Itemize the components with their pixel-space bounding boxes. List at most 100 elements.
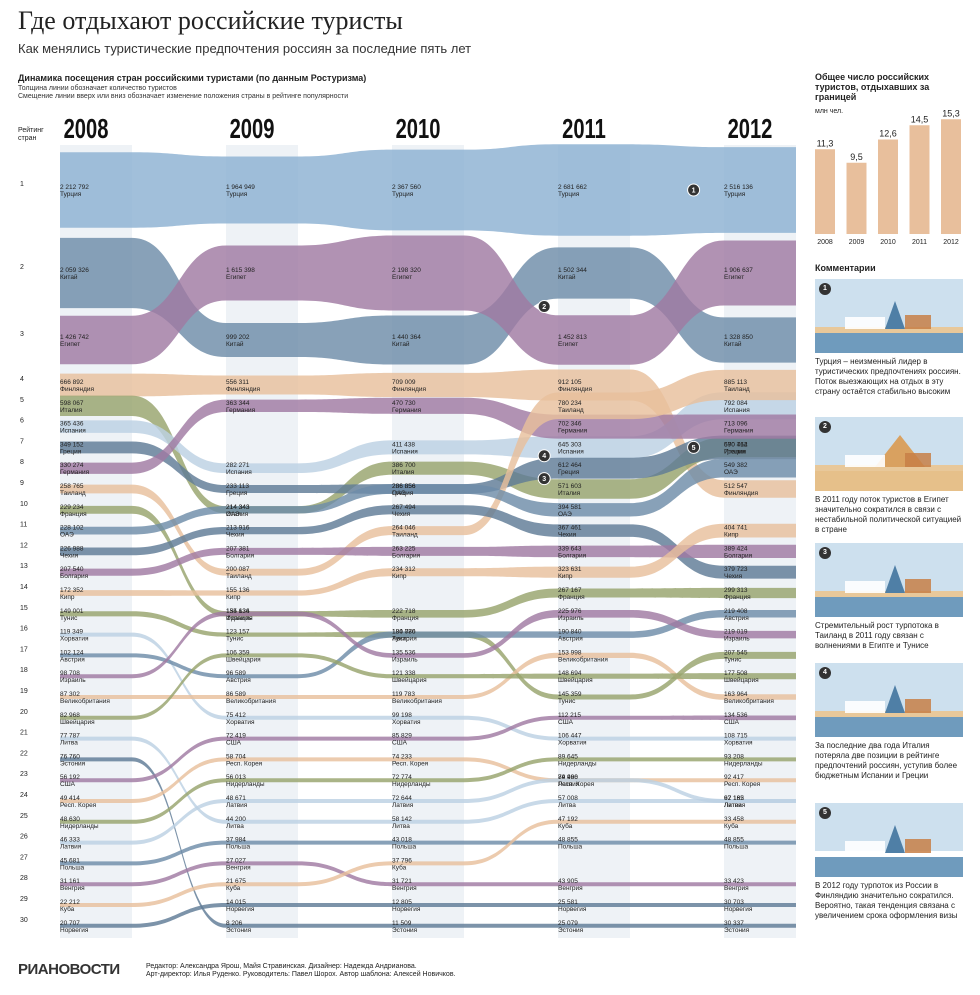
country-label: Италия [60, 407, 83, 414]
country-label: Латвия [724, 802, 746, 809]
country-label: Египет [724, 274, 744, 281]
country-label: Италия [558, 490, 581, 497]
value-label: 226 988 [60, 545, 84, 552]
series-flow-11 [60, 458, 796, 535]
shift-note: Смещение линии вверх или вниз обозначает… [18, 93, 349, 100]
flow-band [60, 144, 796, 236]
value-label: 33 458 [724, 816, 744, 823]
year-heading: 2010 [396, 114, 441, 145]
value-label: 85 829 [392, 733, 412, 740]
country-label: Китай [558, 273, 576, 281]
value-label: 470 730 [392, 400, 416, 407]
value-label: 33 423 [724, 878, 744, 885]
country-label: Норвегия [60, 927, 89, 934]
country-label: Тунис [392, 636, 410, 643]
country-label: Швейцария [226, 655, 261, 663]
page-title: Где отдыхают российские туристы [18, 6, 403, 35]
total-bar [909, 125, 930, 234]
totals-title: Общее число российских туристов, отдыхав… [815, 72, 930, 102]
value-label: 56 013 [226, 774, 246, 781]
country-label: Китай [724, 340, 742, 348]
country-label: Кипр [60, 594, 75, 601]
country-label: Эстония [558, 927, 584, 934]
thickness-note: Толщина линии обозначает количество тури… [18, 85, 177, 92]
country-label: Египет [558, 341, 578, 348]
country-label: Куба [60, 905, 75, 913]
value-label: 1 452 813 [558, 334, 587, 341]
country-label: Израиль [392, 656, 418, 663]
value-label: 177 508 [724, 670, 748, 677]
country-label: Турция [226, 191, 248, 198]
value-label: 87 302 [60, 691, 80, 698]
country-label: Австрия [558, 636, 583, 643]
value-label: 8 206 [226, 920, 243, 927]
footer-credits: Редактор: Александра Ярош, Майя Стравинс… [146, 963, 455, 979]
country-label: Норвегия [226, 906, 255, 913]
country-label: Болгария [724, 552, 753, 559]
country-label: Литва [724, 802, 742, 809]
value-label: 72 774 [392, 774, 412, 781]
value-label: 108 715 [724, 733, 748, 740]
country-label: Польша [724, 844, 749, 851]
country-label: Таиланд [724, 386, 750, 393]
flow-band [60, 395, 796, 514]
value-label: 48 630 [60, 816, 80, 823]
country-label: Турция [724, 191, 746, 198]
country-label: Тунис [724, 656, 742, 663]
country-label: Испания [392, 448, 418, 455]
comment-text-2: В 2011 году поток туристов в Египет знач… [815, 495, 962, 534]
year-heading: 2012 [728, 114, 773, 145]
illustration-icon [815, 301, 963, 353]
country-label: Греция [392, 490, 414, 497]
flow-band [60, 652, 796, 700]
series-flow-16 [60, 632, 796, 741]
country-label: ОАЭ [60, 532, 74, 539]
value-label: 58 142 [392, 816, 412, 823]
total-bar [846, 162, 867, 234]
country-label: Хорватия [60, 636, 89, 643]
value-label: 153 998 [558, 649, 582, 656]
series-flow-19 [60, 652, 796, 700]
country-label: Литва [226, 823, 244, 830]
rank-label: 26 [20, 834, 28, 841]
value-label: 25 079 [558, 920, 578, 927]
value-label: 379 723 [724, 566, 748, 573]
comment-number-badge: 2 [819, 421, 831, 433]
value-label: 106 359 [226, 649, 250, 656]
total-year-label: 2010 [880, 239, 896, 246]
country-label: Кипр [558, 573, 573, 580]
country-label: Египет [226, 274, 246, 281]
flow-band [60, 523, 796, 596]
country-label: Греция [558, 469, 580, 476]
value-label: 37 796 [392, 857, 412, 864]
value-label: 229 234 [60, 504, 84, 511]
country-label: Респ. Корея [724, 781, 761, 788]
series-flow-21 [60, 736, 796, 824]
value-label: 155 136 [226, 587, 250, 594]
value-label: 349 152 [60, 441, 84, 448]
country-label: Венгрия [392, 885, 417, 892]
illustration-icon [815, 685, 963, 737]
country-label: Таиланд [226, 573, 252, 580]
total-year-label: 2009 [849, 239, 865, 246]
value-label: 21 675 [226, 878, 246, 885]
flow-band [60, 237, 796, 365]
flow-band [60, 369, 796, 576]
value-label: 67 162 [724, 795, 744, 802]
country-label: Греция [226, 490, 248, 497]
value-label: 48 855 [558, 837, 578, 844]
flow-band [60, 458, 796, 535]
value-label: 134 536 [724, 712, 748, 719]
country-label: Израиль [724, 636, 750, 643]
value-label: 2 367 560 [392, 184, 421, 191]
country-label: Израиль [226, 615, 252, 622]
total-value-label: 15,3 [942, 108, 960, 118]
country-label: Болгария [60, 573, 89, 580]
country-label: Греция [724, 448, 746, 455]
marker-label: 4 [542, 453, 546, 460]
value-label: 134 634 [226, 608, 250, 615]
country-label: ОАЭ [724, 469, 738, 476]
illustration-icon [815, 825, 963, 877]
country-label: Латвия [226, 802, 248, 809]
value-label: 22 212 [60, 899, 80, 906]
